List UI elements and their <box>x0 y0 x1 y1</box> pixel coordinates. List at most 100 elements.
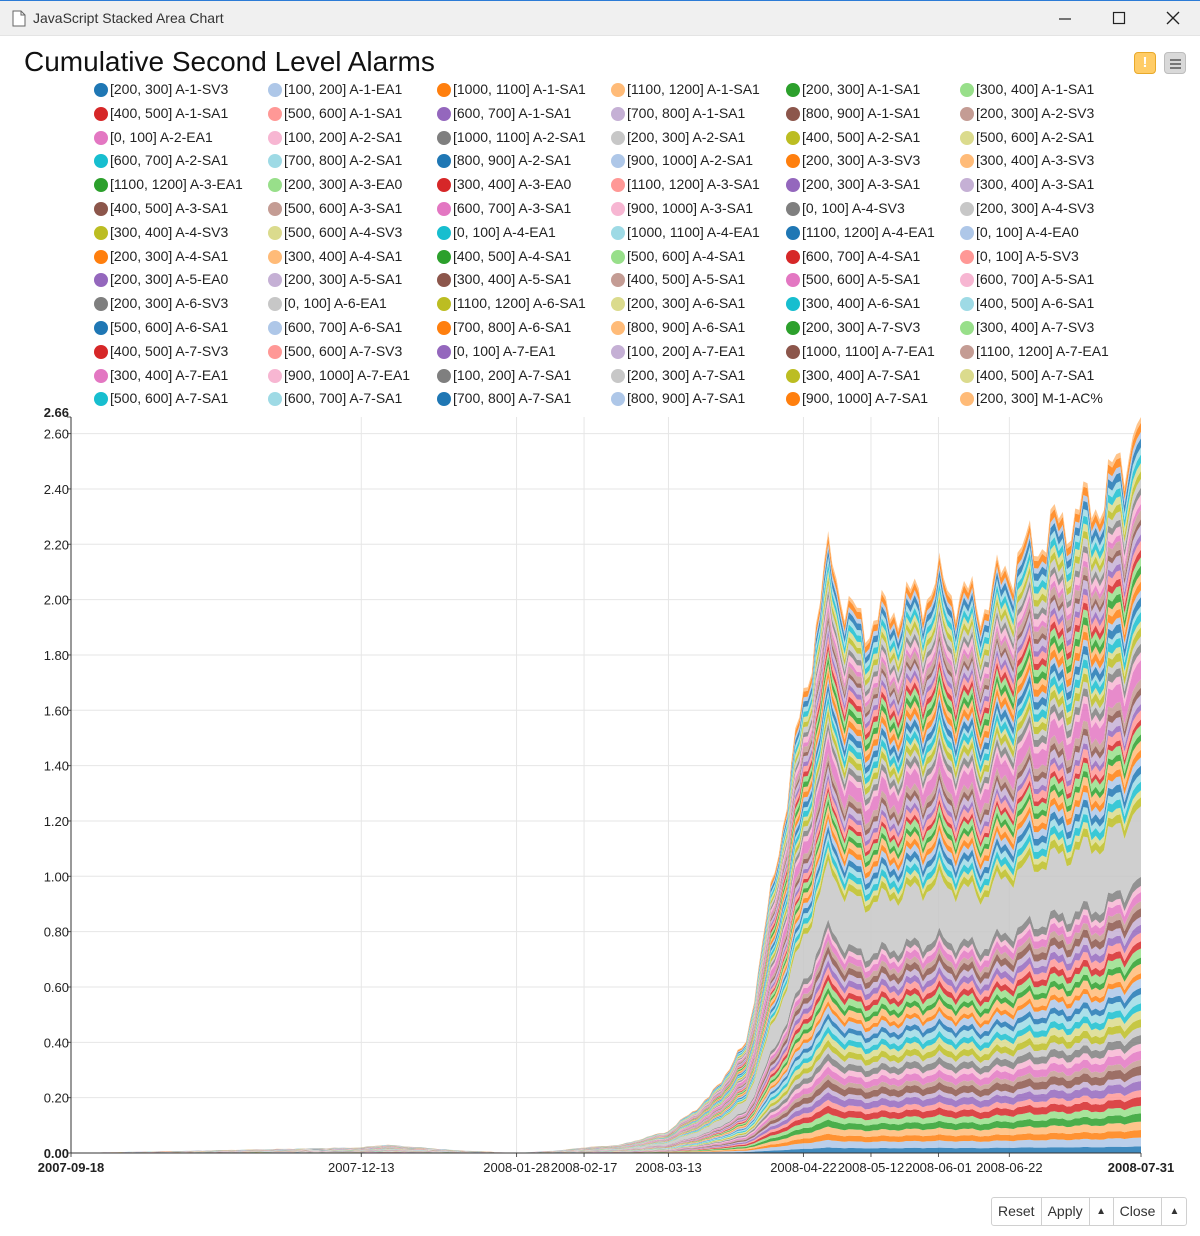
legend-swatch <box>94 249 108 264</box>
legend-label: [1000, 1100] A-2-SA1 <box>453 128 586 145</box>
legend-swatch <box>437 154 451 169</box>
legend-swatch <box>611 154 625 169</box>
legend-swatch <box>611 178 625 193</box>
chart-title: Cumulative Second Level Alarms <box>24 46 435 77</box>
legend-label: [600, 700] A-5-SA1 <box>976 271 1095 288</box>
apply-options-toggle[interactable]: ▲ <box>1090 1198 1114 1225</box>
legend-swatch <box>94 392 108 407</box>
legend-swatch <box>437 368 451 383</box>
legend-swatch <box>437 249 451 264</box>
legend-label: [1000, 1100] A-4-EA1 <box>627 223 760 240</box>
minimize-button[interactable] <box>1042 1 1088 36</box>
legend-swatch <box>611 130 625 145</box>
caret-up-icon: ▲ <box>1096 1206 1107 1217</box>
apply-button[interactable]: Apply <box>1042 1198 1090 1225</box>
legend-label: [0, 100] A-2-EA1 <box>110 128 213 145</box>
maximize-button[interactable] <box>1096 1 1142 36</box>
legend-label: [200, 300] A-3-SV3 <box>802 152 921 169</box>
x-tick-label: 2008-02-17 <box>551 1160 618 1175</box>
legend-swatch <box>437 202 451 216</box>
legend-label: [600, 700] A-7-SA1 <box>284 390 403 407</box>
legend-swatch <box>268 344 282 359</box>
y-tick-label: 0.20 <box>44 1091 69 1106</box>
legend-swatch <box>94 321 108 335</box>
warning-button[interactable]: ! <box>1134 52 1156 74</box>
legend-swatch <box>611 249 625 264</box>
legend-swatch <box>268 202 282 216</box>
legend-swatch <box>786 202 800 216</box>
legend-label: [0, 100] A-5-SV3 <box>976 247 1079 264</box>
chart-menu-button[interactable] <box>1164 52 1186 74</box>
legend-swatch <box>786 297 800 312</box>
legend-label: [700, 800] A-1-SA1 <box>627 104 746 121</box>
close-icon <box>1166 11 1180 25</box>
close-window-button[interactable] <box>1150 1 1196 36</box>
legend-label: [200, 300] A-4-SA1 <box>110 247 229 264</box>
legend-label: [700, 800] A-6-SA1 <box>453 319 572 335</box>
x-tick-label: 2008-04-22 <box>770 1160 837 1175</box>
y-tick-label: 0.40 <box>44 1035 69 1050</box>
minimize-icon <box>1059 18 1071 20</box>
legend-swatch <box>437 106 451 121</box>
legend-swatch <box>268 106 282 121</box>
axes <box>67 416 1142 1157</box>
legend-swatch <box>94 130 108 145</box>
y-axis-tick-labels: 0.00 0.20 0.40 0.60 0.80 1.00 1.20 1.40 1.60 1.80… <box>44 405 69 1161</box>
legend-swatch <box>268 392 282 407</box>
legend-label: [200, 300] A-3-SA1 <box>802 176 921 193</box>
legend-label: [400, 500] A-3-SA1 <box>110 200 229 216</box>
legend-swatch <box>268 130 282 145</box>
legend-swatch <box>437 83 451 97</box>
legend-label: [200, 300] A-4-SV3 <box>976 200 1095 216</box>
maximize-icon <box>1112 11 1126 25</box>
legend-label: [400, 500] A-4-SA1 <box>453 247 572 264</box>
legend-label: [200, 300] A-2-SV3 <box>976 104 1095 121</box>
y-tick-label: 2.66 <box>44 405 69 420</box>
legend-swatch <box>268 273 282 288</box>
legend-label: [200, 300] A-1-SA1 <box>802 81 921 97</box>
legend-swatch <box>960 249 974 264</box>
legend-swatch <box>786 321 800 335</box>
legend-swatch <box>960 83 974 97</box>
legend-swatch <box>437 297 451 312</box>
legend-label: [600, 700] A-2-SA1 <box>110 152 229 169</box>
x-tick-label: 2007-09-18 <box>38 1160 105 1175</box>
close-button[interactable]: Close <box>1114 1198 1163 1225</box>
close-options-toggle[interactable]: ▲ <box>1162 1198 1186 1225</box>
legend-label: [400, 500] A-1-SA1 <box>110 104 229 121</box>
area-series[interactable] <box>71 1146 1141 1153</box>
area-series[interactable] <box>71 1137 1141 1154</box>
legend-swatch <box>268 297 282 312</box>
legend-swatch <box>94 106 108 121</box>
x-tick-label: 2008-05-12 <box>838 1160 905 1175</box>
legend-label: [500, 600] A-1-SA1 <box>284 104 403 121</box>
legend-label: [500, 600] A-7-SV3 <box>284 342 403 359</box>
legend-label: [300, 400] A-5-SA1 <box>453 271 572 288</box>
legend-swatch <box>786 178 800 193</box>
x-tick-label: 2008-03-13 <box>635 1160 702 1175</box>
legend-swatch <box>94 368 108 383</box>
legend-swatch <box>611 392 625 407</box>
legend-swatch <box>268 321 282 335</box>
legend-label: [300, 400] A-7-SV3 <box>976 319 1095 335</box>
legend-swatch <box>437 225 451 240</box>
legend-swatch <box>786 225 800 240</box>
legend-label: [1100, 1200] A-7-EA1 <box>976 342 1109 359</box>
legend-label: [0, 100] A-7-EA1 <box>453 342 556 359</box>
reset-button[interactable]: Reset <box>992 1198 1042 1225</box>
legend-label: [100, 200] A-1-EA1 <box>284 81 403 97</box>
legend-label: [100, 200] A-7-EA1 <box>627 342 746 359</box>
legend-label: [200, 300] A-7-SV3 <box>802 319 921 335</box>
legend-label: [400, 500] A-7-SA1 <box>976 366 1095 383</box>
legend-swatch <box>786 249 800 264</box>
legend-swatch <box>960 130 974 145</box>
legend-label: [1100, 1200] A-4-EA1 <box>802 223 935 240</box>
legend-swatch <box>94 344 108 359</box>
warning-icon: ! <box>1142 54 1148 71</box>
legend-swatch <box>268 154 282 169</box>
y-tick-label: 1.60 <box>44 703 69 718</box>
legend-swatch <box>960 154 974 169</box>
legend-label: [0, 100] A-4-SV3 <box>802 200 905 216</box>
legend-swatch <box>611 368 625 383</box>
legend-swatch <box>437 321 451 335</box>
